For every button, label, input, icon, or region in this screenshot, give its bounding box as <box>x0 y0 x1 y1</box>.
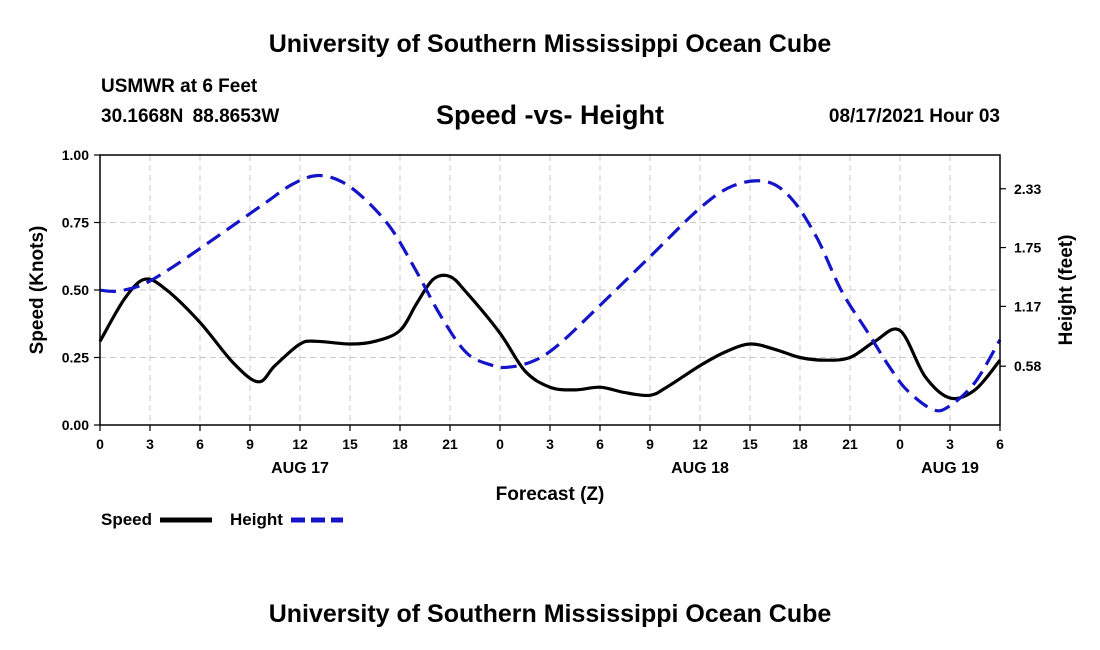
y-tick-label: 0.75 <box>62 215 89 231</box>
page-title: University of Southern Mississippi Ocean… <box>268 30 832 58</box>
speed-series-line <box>98 273 1002 401</box>
x-tick-label: 12 <box>692 436 708 452</box>
x-tick-label: 18 <box>392 436 408 452</box>
x-tick-label: 12 <box>292 436 308 452</box>
legend-speed-label: Speed <box>101 510 152 529</box>
y-tick-label: 0.00 <box>62 417 89 433</box>
date-label: AUG 17 <box>271 460 329 477</box>
forecast-date: 08/17/2021 Hour 03 <box>828 106 1000 127</box>
x-tick-label: 6 <box>996 436 1004 452</box>
chart-title: Speed -vs- Height <box>435 100 665 130</box>
x-tick-label: 3 <box>146 436 154 452</box>
legend-height-label: Height <box>230 510 283 529</box>
y2-axis-label: Height (feet) <box>1056 235 1077 346</box>
y2-tick-label: 0.58 <box>1014 358 1041 374</box>
footer-title: University of Southern Mississippi Ocean… <box>268 600 832 628</box>
x-tick-label: 18 <box>792 436 808 452</box>
grid-layer <box>100 155 1000 425</box>
x-tick-label: 15 <box>342 436 358 452</box>
y-axis-label: Speed (Knots) <box>27 226 48 355</box>
x-tick-label: 3 <box>546 436 554 452</box>
station-name: USMWR at 6 Feet <box>101 76 258 97</box>
x-tick-label: 9 <box>246 436 254 452</box>
x-tick-label: 3 <box>946 436 954 452</box>
axis-layer: 0 3 6 9 12 15 18 21 0 3 6 9 12 15 18 21 0 3 6 0.00 0.25 0.50 0… <box>62 147 1042 477</box>
station-coordinates: 30.1668N 88.8653W <box>101 106 280 127</box>
x-tick-label: 0 <box>496 436 504 452</box>
x-tick-label: 21 <box>442 436 458 452</box>
x-tick-label: 0 <box>896 436 904 452</box>
legend: Speed Height <box>101 510 343 529</box>
y2-tick-label: 1.75 <box>1014 240 1041 256</box>
y2-tick-label: 1.17 <box>1014 298 1041 314</box>
date-label: AUG 19 <box>921 460 979 477</box>
x-tick-label: 15 <box>742 436 758 452</box>
date-label: AUG 18 <box>671 460 729 477</box>
x-tick-label: 0 <box>96 436 104 452</box>
x-tick-label: 21 <box>842 436 858 452</box>
height-series-line <box>99 173 1002 413</box>
y-tick-label: 0.50 <box>62 282 89 298</box>
y-tick-label: 1.00 <box>62 147 89 163</box>
series-layer <box>98 173 1002 413</box>
y2-tick-label: 2.33 <box>1014 181 1041 197</box>
y-tick-label: 0.25 <box>62 350 89 366</box>
x-tick-label: 6 <box>196 436 204 452</box>
x-axis-label: Forecast (Z) <box>496 484 605 505</box>
x-tick-label: 6 <box>596 436 604 452</box>
x-tick-label: 9 <box>646 436 654 452</box>
